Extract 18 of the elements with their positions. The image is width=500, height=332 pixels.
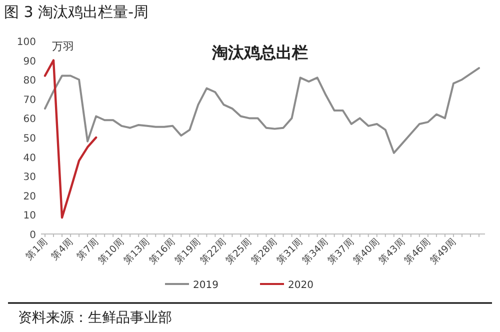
y-tick-label: 90 [23, 56, 36, 68]
legend-label: 2020 [288, 280, 314, 291]
chart-subtitle: 淘汰鸡总出栏 [211, 43, 308, 62]
y-tick-label: 40 [23, 152, 36, 164]
y-tick-label: 0 [30, 230, 36, 241]
chart-title: 图 3 淘汰鸡出栏量-周 [4, 3, 148, 21]
y-tick-label: 100 [16, 37, 36, 48]
y-tick-label: 60 [23, 114, 36, 126]
x-tick-label: 第4周 [48, 236, 76, 263]
y-tick-label: 70 [23, 94, 36, 106]
y-tick-label: 20 [23, 191, 36, 202]
y-axis-title: 万羽 [52, 40, 74, 53]
y-tick-label: 30 [23, 172, 36, 184]
text: 资料来源：生鲜品事业部 [18, 310, 172, 326]
y-tick-label: 50 [23, 134, 36, 144]
y-tick-label: 10 [23, 210, 36, 222]
y-tick-label: 80 [23, 76, 36, 87]
legend-label: 2019 [193, 280, 218, 291]
